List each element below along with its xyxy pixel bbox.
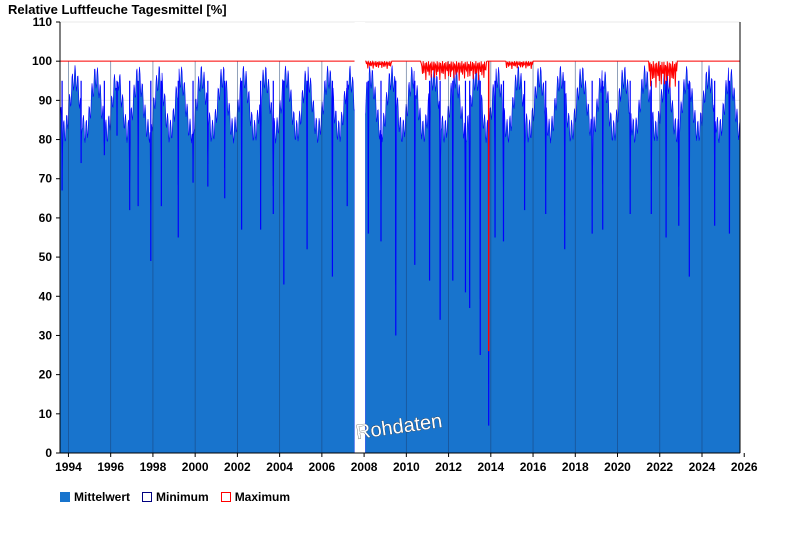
mean-area-segment-2	[364, 65, 741, 454]
data-gap	[354, 22, 366, 453]
x-tick-label: 1994	[55, 460, 82, 474]
x-tick-label: 2018	[562, 460, 589, 474]
x-tick-label: 1998	[140, 460, 167, 474]
y-tick-label: 100	[32, 54, 52, 68]
legend-item-mean: Mittelwert	[60, 490, 130, 504]
y-tick-label: 90	[39, 93, 53, 107]
y-tick-label: 50	[39, 250, 53, 264]
legend-swatch-min	[142, 492, 153, 502]
y-tick-label: 10	[39, 407, 53, 421]
y-tick-label: 60	[39, 211, 53, 225]
legend-swatch-mean	[60, 492, 70, 502]
x-tick-label: 2002	[224, 460, 251, 474]
chart-title: Relative Luftfeuche Tagesmittel [%]	[8, 2, 227, 17]
y-tick-label: 40	[39, 289, 53, 303]
x-tick-label: 1996	[97, 460, 124, 474]
y-tick-label: 70	[39, 172, 53, 186]
x-tick-label: 2004	[266, 460, 293, 474]
x-tick-label: 2010	[393, 460, 420, 474]
legend-item-max: Maximum	[220, 490, 291, 504]
y-tick-label: 20	[39, 368, 53, 382]
x-tick-label: 2012	[435, 460, 462, 474]
x-tick-label: 2026	[731, 460, 758, 474]
x-tick-label: 2020	[604, 460, 631, 474]
legend-item-min: Minimum	[142, 490, 209, 504]
x-tick-label: 2024	[689, 460, 716, 474]
y-tick-label: 0	[45, 446, 52, 460]
legend-swatch-max	[220, 492, 231, 502]
x-tick-label: 2022	[646, 460, 673, 474]
legend-label-min: Minimum	[156, 490, 209, 504]
x-tick-label: 2000	[182, 460, 209, 474]
legend-label-mean: Mittelwert	[74, 490, 131, 504]
y-tick-label: 30	[39, 328, 53, 342]
legend-label-max: Maximum	[234, 490, 291, 504]
x-tick-label: 2014	[477, 460, 504, 474]
x-tick-label: 2006	[309, 460, 336, 474]
max-line-segment-2	[365, 60, 740, 88]
legend: Mittelwert Minimum Maximum	[60, 490, 290, 504]
y-tick-label: 80	[39, 133, 53, 147]
x-tick-label: 2016	[520, 460, 547, 474]
y-tick-label: 110	[33, 15, 53, 29]
x-tick-label: 2008	[351, 460, 378, 474]
